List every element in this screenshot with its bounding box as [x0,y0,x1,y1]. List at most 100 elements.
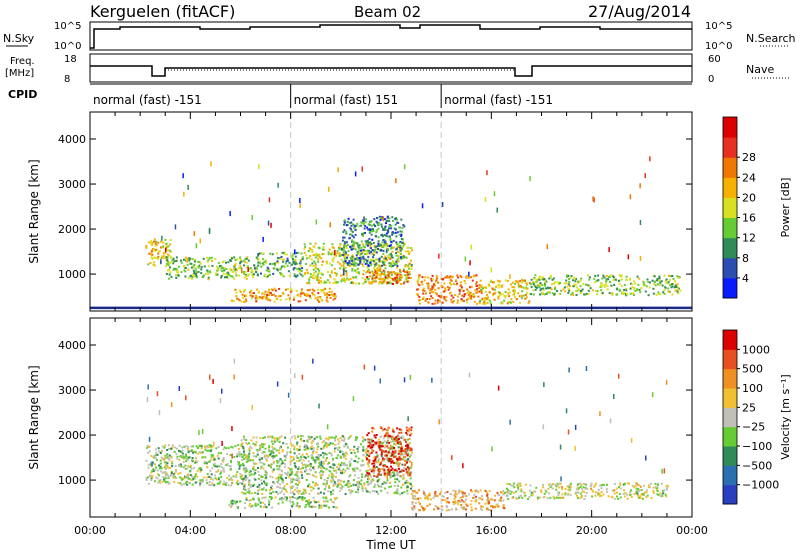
scatter-cell [380,255,383,258]
scatter-cell [169,474,172,477]
scatter-cell [208,449,211,452]
scatter-cell [306,473,309,475]
scatter-cell [386,245,389,247]
isolated-echo [233,358,236,364]
scatter-cell [200,481,203,484]
scatter-cell [213,462,216,465]
scatter-cell [244,470,247,473]
scatter-cell [282,275,285,278]
scatter-cell [473,497,476,499]
scatter-cell [395,461,398,464]
scatter-cell [366,251,369,254]
scatter-cell [593,485,596,488]
scatter-cell [337,468,340,471]
scatter-cell [575,294,578,296]
scatter-cell [358,257,361,260]
scatter-cell [171,462,174,465]
scatter-cell [313,459,316,462]
scatter-cell [376,267,379,270]
scatter-cell [518,497,521,499]
scatter-cell [285,260,288,263]
scatter-cell [211,467,214,470]
scatter-cell [493,281,495,284]
isolated-echo [438,253,440,259]
scatter-cell [204,456,207,459]
scatter-cell [653,280,656,283]
scatter-cell [507,288,510,291]
scatter-cell [324,293,326,296]
scatter-cell [594,484,597,487]
scatter-cell [557,491,560,494]
scatter-cell [371,469,374,472]
scatter-cell [361,459,364,462]
scatter-cell [276,260,279,263]
scatter-cell [291,459,293,462]
scatter-cell [539,289,542,292]
scatter-cell [246,455,249,458]
scatter-cell [172,257,175,260]
scatter-cell [637,283,640,286]
scatter-cell [249,483,252,486]
scatter-cell [671,283,674,285]
scatter-cell [638,288,641,291]
scatter-cell [251,270,254,273]
scatter-cell [379,218,382,221]
scatter-cell [343,219,346,222]
scatter-cell [196,469,199,472]
scatter-cell [399,446,402,449]
scatter-cell [239,475,242,478]
scatter-cell [406,448,409,451]
scatter-cell [656,484,659,487]
scatter-cell [330,253,333,256]
isolated-echo [233,374,235,380]
scatter-cell [287,270,290,273]
scatter-cell [292,478,295,481]
scatter-cell [416,491,419,494]
scatter-cell [287,467,290,470]
scatter-cell [377,468,380,471]
isolated-echo [245,454,247,460]
scatter-cell [395,218,397,221]
scatter-cell [375,276,378,279]
scatter-cell [631,484,634,487]
scatter-cell [354,234,357,236]
scatter-cell [360,252,363,255]
scatter-cell [325,262,328,265]
scatter-cell [229,454,232,457]
scatter-cell [147,482,150,485]
scatter-cell [362,248,365,251]
scatter-cell [529,283,532,285]
scatter-cell [392,461,395,464]
scatter-cell [261,492,264,495]
isolated-echo [251,215,253,220]
scatter-cell [368,223,371,226]
scatter-cell [323,453,326,456]
scatter-cell [324,287,327,290]
scatter-cell [543,492,546,495]
scatter-cell [386,220,389,223]
scatter-cell [364,218,367,221]
x-tick-label: 08:00 [275,524,307,537]
scatter-cell [239,256,241,259]
scatter-cell [463,280,466,282]
scatter-cell [178,444,181,447]
scatter-cell [414,495,416,498]
scatter-cell [372,230,375,233]
scatter-cell [158,467,161,470]
scatter-cell [234,502,237,505]
scatter-cell [408,427,411,430]
scatter-cell [267,435,270,438]
scatter-cell [256,298,259,301]
colorbar-swatch [723,257,737,279]
scatter-cell [175,452,178,455]
scatter-cell [596,290,599,293]
scatter-cell [209,271,212,274]
scatter-cell [271,436,274,439]
scatter-cell [459,274,462,277]
scatter-cell [164,471,167,474]
isolated-echo [493,191,496,197]
scatter-cell [380,249,382,252]
scatter-cell [642,284,645,287]
scatter-cell [325,443,328,446]
scatter-cell [378,215,381,218]
